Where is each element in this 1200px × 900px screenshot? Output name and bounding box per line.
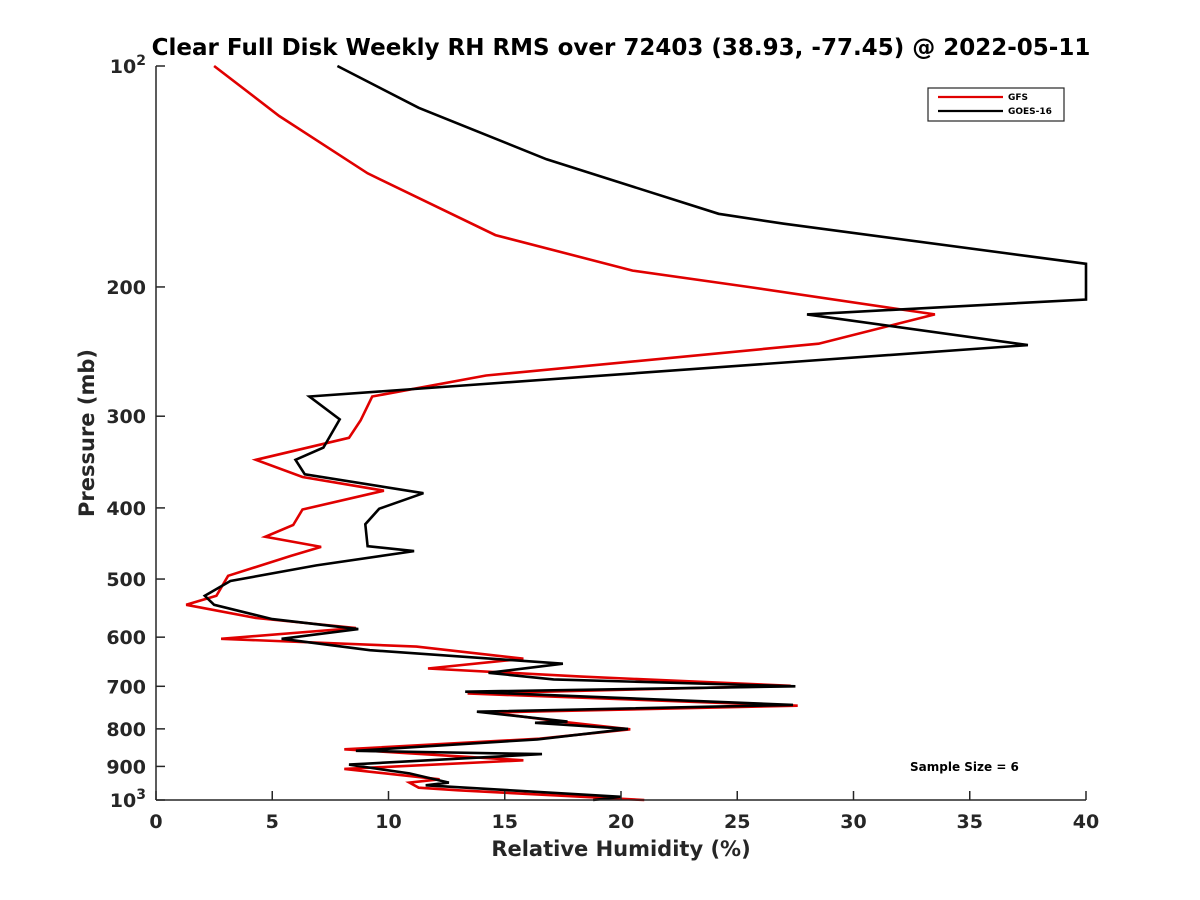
y-tick-label: 103 (110, 787, 146, 812)
y-tick-label: 700 (106, 676, 146, 698)
sample-size-annotation: Sample Size = 6 (910, 760, 1019, 774)
x-tick-label: 10 (375, 811, 401, 833)
legend-label-gfs: GFS (1008, 93, 1028, 103)
y-ticks: 102 200 300 400 500 600 700 800 900 103 (106, 53, 165, 812)
x-tick-label: 5 (266, 811, 279, 833)
x-tick-label: 20 (608, 811, 634, 833)
x-tick-label: 25 (724, 811, 750, 833)
y-tick-label: 300 (106, 406, 146, 428)
x-axis-label: Relative Humidity (%) (491, 837, 750, 861)
y-tick-label: 500 (106, 569, 146, 591)
y-tick-label: 200 (106, 277, 146, 299)
x-ticks: 0 5 10 15 20 25 30 35 40 (149, 791, 1099, 833)
legend-box (927, 87, 1065, 122)
x-tick-label: 35 (957, 811, 983, 833)
y-tick-label: 800 (106, 719, 146, 741)
y-axis-label: Pressure (mb) (75, 349, 99, 517)
x-tick-label: 40 (1073, 811, 1099, 833)
y-tick-label: 600 (106, 627, 146, 649)
x-tick-label: 15 (492, 811, 518, 833)
y-tick-label: 102 (110, 53, 146, 78)
data-lines (185, 64, 1088, 802)
chart-title: Clear Full Disk Weekly RH RMS over 72403… (152, 35, 1091, 61)
legend: GFS GOES-16 (927, 87, 1065, 122)
y-tick-label: 400 (106, 498, 146, 520)
x-tick-label: 30 (840, 811, 866, 833)
y-tick-label: 900 (106, 756, 146, 778)
legend-label-goes16: GOES-16 (1008, 107, 1052, 117)
series-line-goes16 (202, 64, 1088, 802)
x-tick-label: 0 (149, 811, 162, 833)
series-line-gfs (185, 64, 936, 802)
